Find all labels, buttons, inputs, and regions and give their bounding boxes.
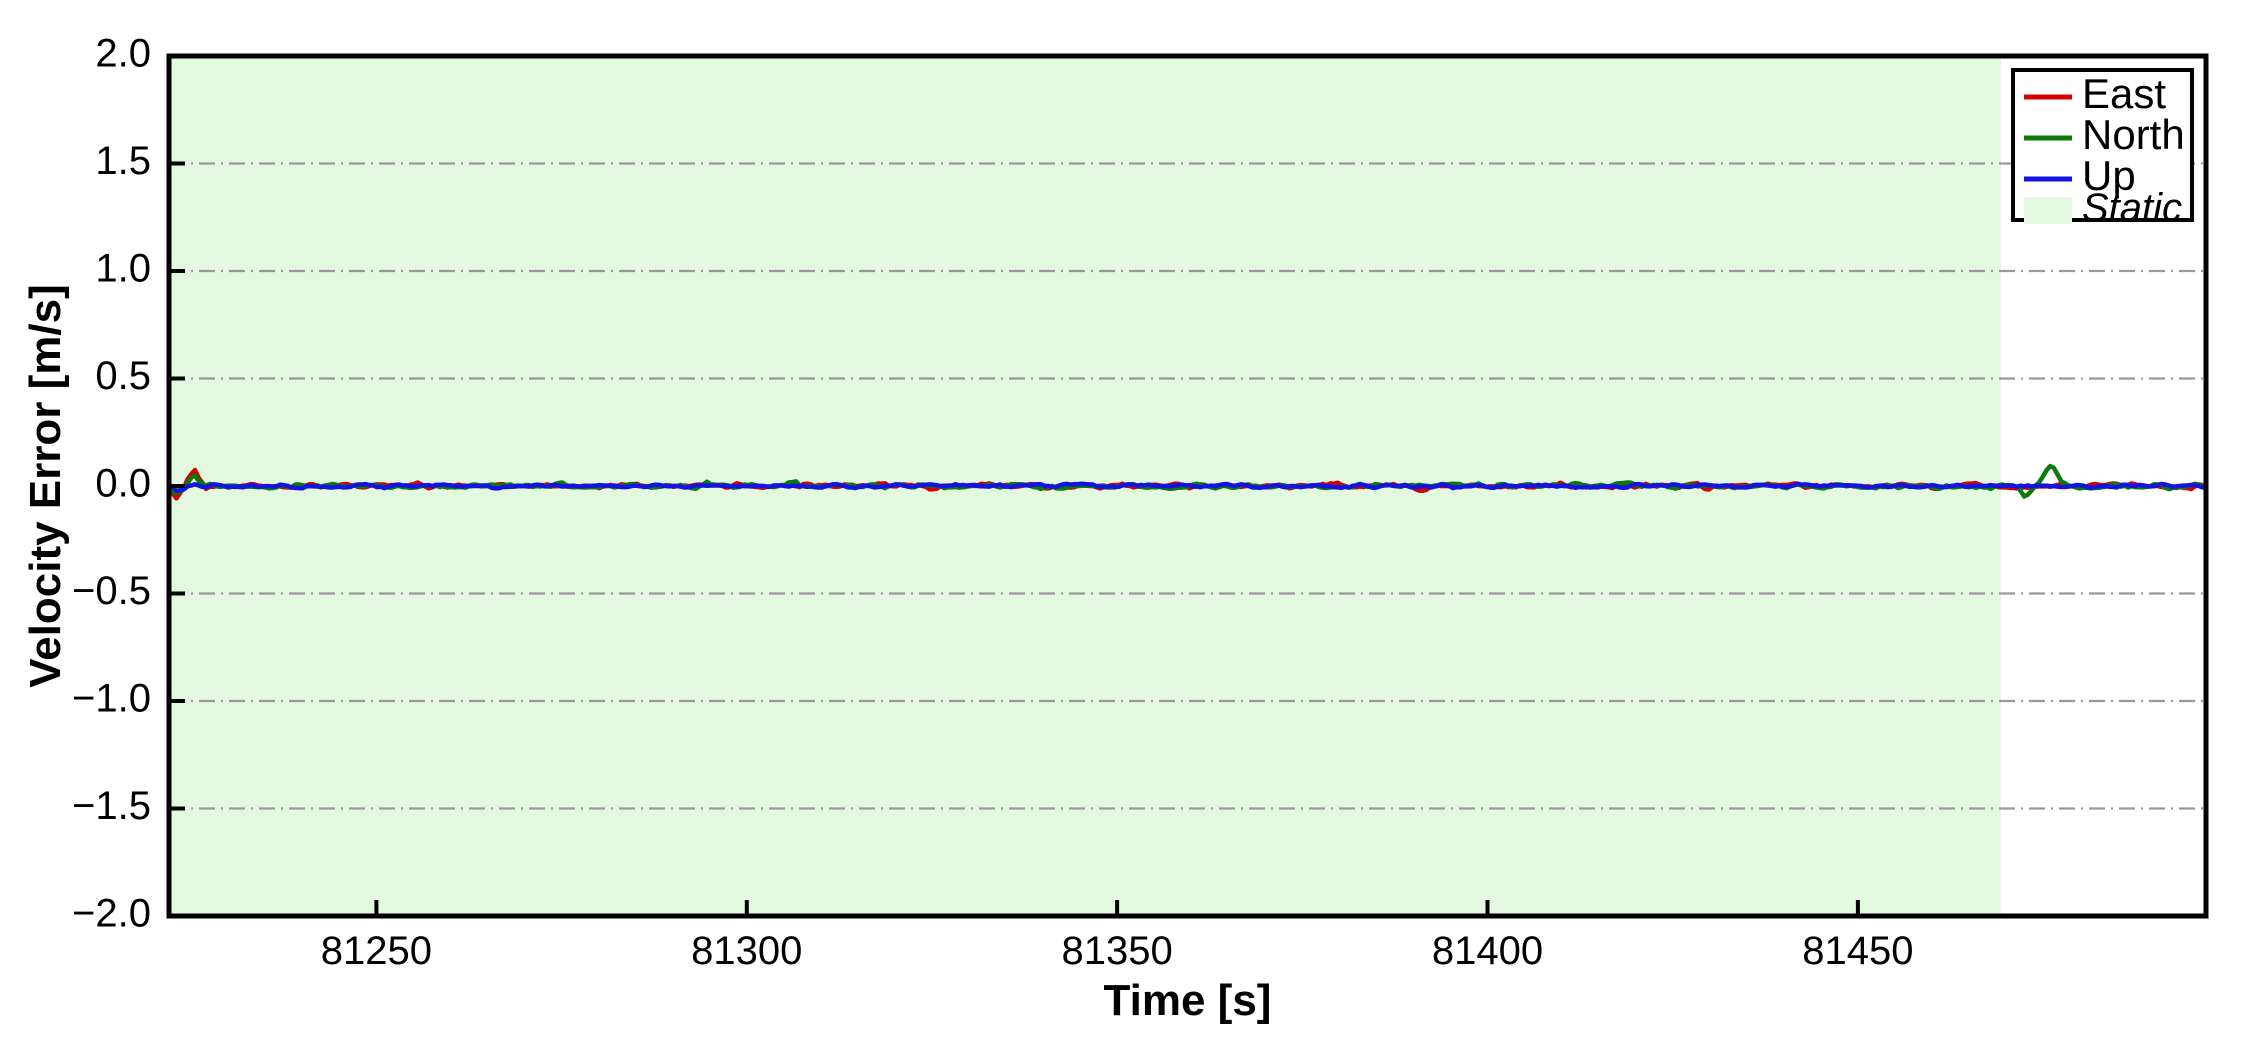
svg-text:−1.0: −1.0: [72, 677, 151, 721]
svg-text:North: North: [2082, 111, 2185, 158]
svg-text:−0.5: −0.5: [72, 569, 151, 613]
svg-text:81450: 81450: [1802, 929, 1913, 973]
svg-text:Static: Static: [2082, 186, 2182, 230]
svg-text:81350: 81350: [1061, 929, 1172, 973]
svg-text:0.0: 0.0: [95, 462, 151, 506]
svg-text:East: East: [2082, 70, 2166, 117]
svg-text:Time [s]: Time [s]: [1104, 976, 1272, 1025]
svg-text:81300: 81300: [691, 929, 802, 973]
svg-text:−2.0: −2.0: [72, 892, 151, 936]
svg-text:Velocity Error [m/s]: Velocity Error [m/s]: [21, 284, 70, 687]
svg-text:1.0: 1.0: [95, 247, 151, 291]
svg-text:2.0: 2.0: [95, 32, 151, 76]
svg-text:1.5: 1.5: [95, 139, 151, 183]
svg-text:−1.5: −1.5: [72, 784, 151, 828]
svg-text:0.5: 0.5: [95, 354, 151, 398]
svg-text:81400: 81400: [1432, 929, 1543, 973]
svg-text:81250: 81250: [321, 929, 432, 973]
